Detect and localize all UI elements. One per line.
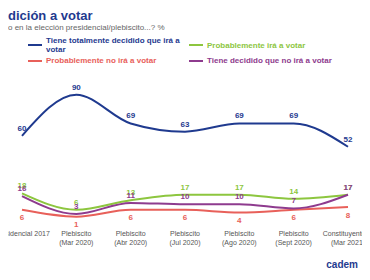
- svg-text:7: 7: [291, 196, 296, 205]
- html-text:cadem: cadem: [326, 259, 358, 270]
- svg-text:60: 60: [18, 124, 27, 133]
- svg-text:Presidencial 2017: Presidencial 2017: [8, 230, 50, 237]
- svg-text:6: 6: [20, 213, 25, 222]
- svg-text:Plebiscito(Sept 2020): Plebiscito(Sept 2020): [275, 230, 312, 247]
- svg-text:Plebiscito(Abr 2020): Plebiscito(Abr 2020): [114, 230, 147, 247]
- svg-text:69: 69: [126, 111, 135, 120]
- svg-text:8: 8: [346, 211, 351, 220]
- svg-text:1: 1: [74, 220, 79, 229]
- html-text:dición a votar: dición a votar: [8, 8, 93, 23]
- svg-text:6: 6: [183, 213, 188, 222]
- svg-text:11: 11: [126, 191, 135, 200]
- svg-text:17: 17: [235, 183, 244, 192]
- svg-text:17: 17: [344, 183, 353, 192]
- svg-text:90: 90: [72, 83, 81, 92]
- html-text:o en la elección presidencial/: o en la elección presidencial/plebiscito…: [8, 23, 165, 32]
- svg-text:10: 10: [181, 192, 190, 201]
- svg-text:6: 6: [128, 213, 133, 222]
- svg-text:17: 17: [344, 183, 353, 192]
- svg-text:14: 14: [289, 187, 298, 196]
- svg-text:10: 10: [235, 192, 244, 201]
- svg-text:4: 4: [237, 216, 242, 225]
- svg-text:Plebiscito(Ago 2020): Plebiscito(Ago 2020): [222, 230, 257, 247]
- svg-text:63: 63: [181, 120, 190, 129]
- html-text:Tiene decidido que no irá a vo: Tiene decidido que no irá a votar: [207, 56, 332, 65]
- svg-text:Plebiscito(Mar 2020): Plebiscito(Mar 2020): [59, 230, 93, 247]
- svg-text:17: 17: [181, 183, 190, 192]
- svg-text:3: 3: [74, 202, 79, 211]
- html-text:Tiene totalmente decidido que: Tiene totalmente decidido que irá a vota…: [46, 36, 180, 54]
- svg-text:16: 16: [18, 184, 27, 193]
- svg-text:52: 52: [344, 135, 353, 144]
- svg-text:Plebiscito(Jul 2020): Plebiscito(Jul 2020): [169, 230, 200, 247]
- svg-text:Constituyente/M(Mar 2021): Constituyente/M(Mar 2021): [323, 230, 362, 247]
- svg-text:69: 69: [289, 111, 298, 120]
- html-text:Probablemente no irá a votar: Probablemente no irá a votar: [46, 56, 157, 65]
- html-text:Probablemente irá a votar: Probablemente irá a votar: [207, 40, 306, 50]
- svg-text:69: 69: [235, 111, 244, 120]
- svg-text:6: 6: [291, 213, 296, 222]
